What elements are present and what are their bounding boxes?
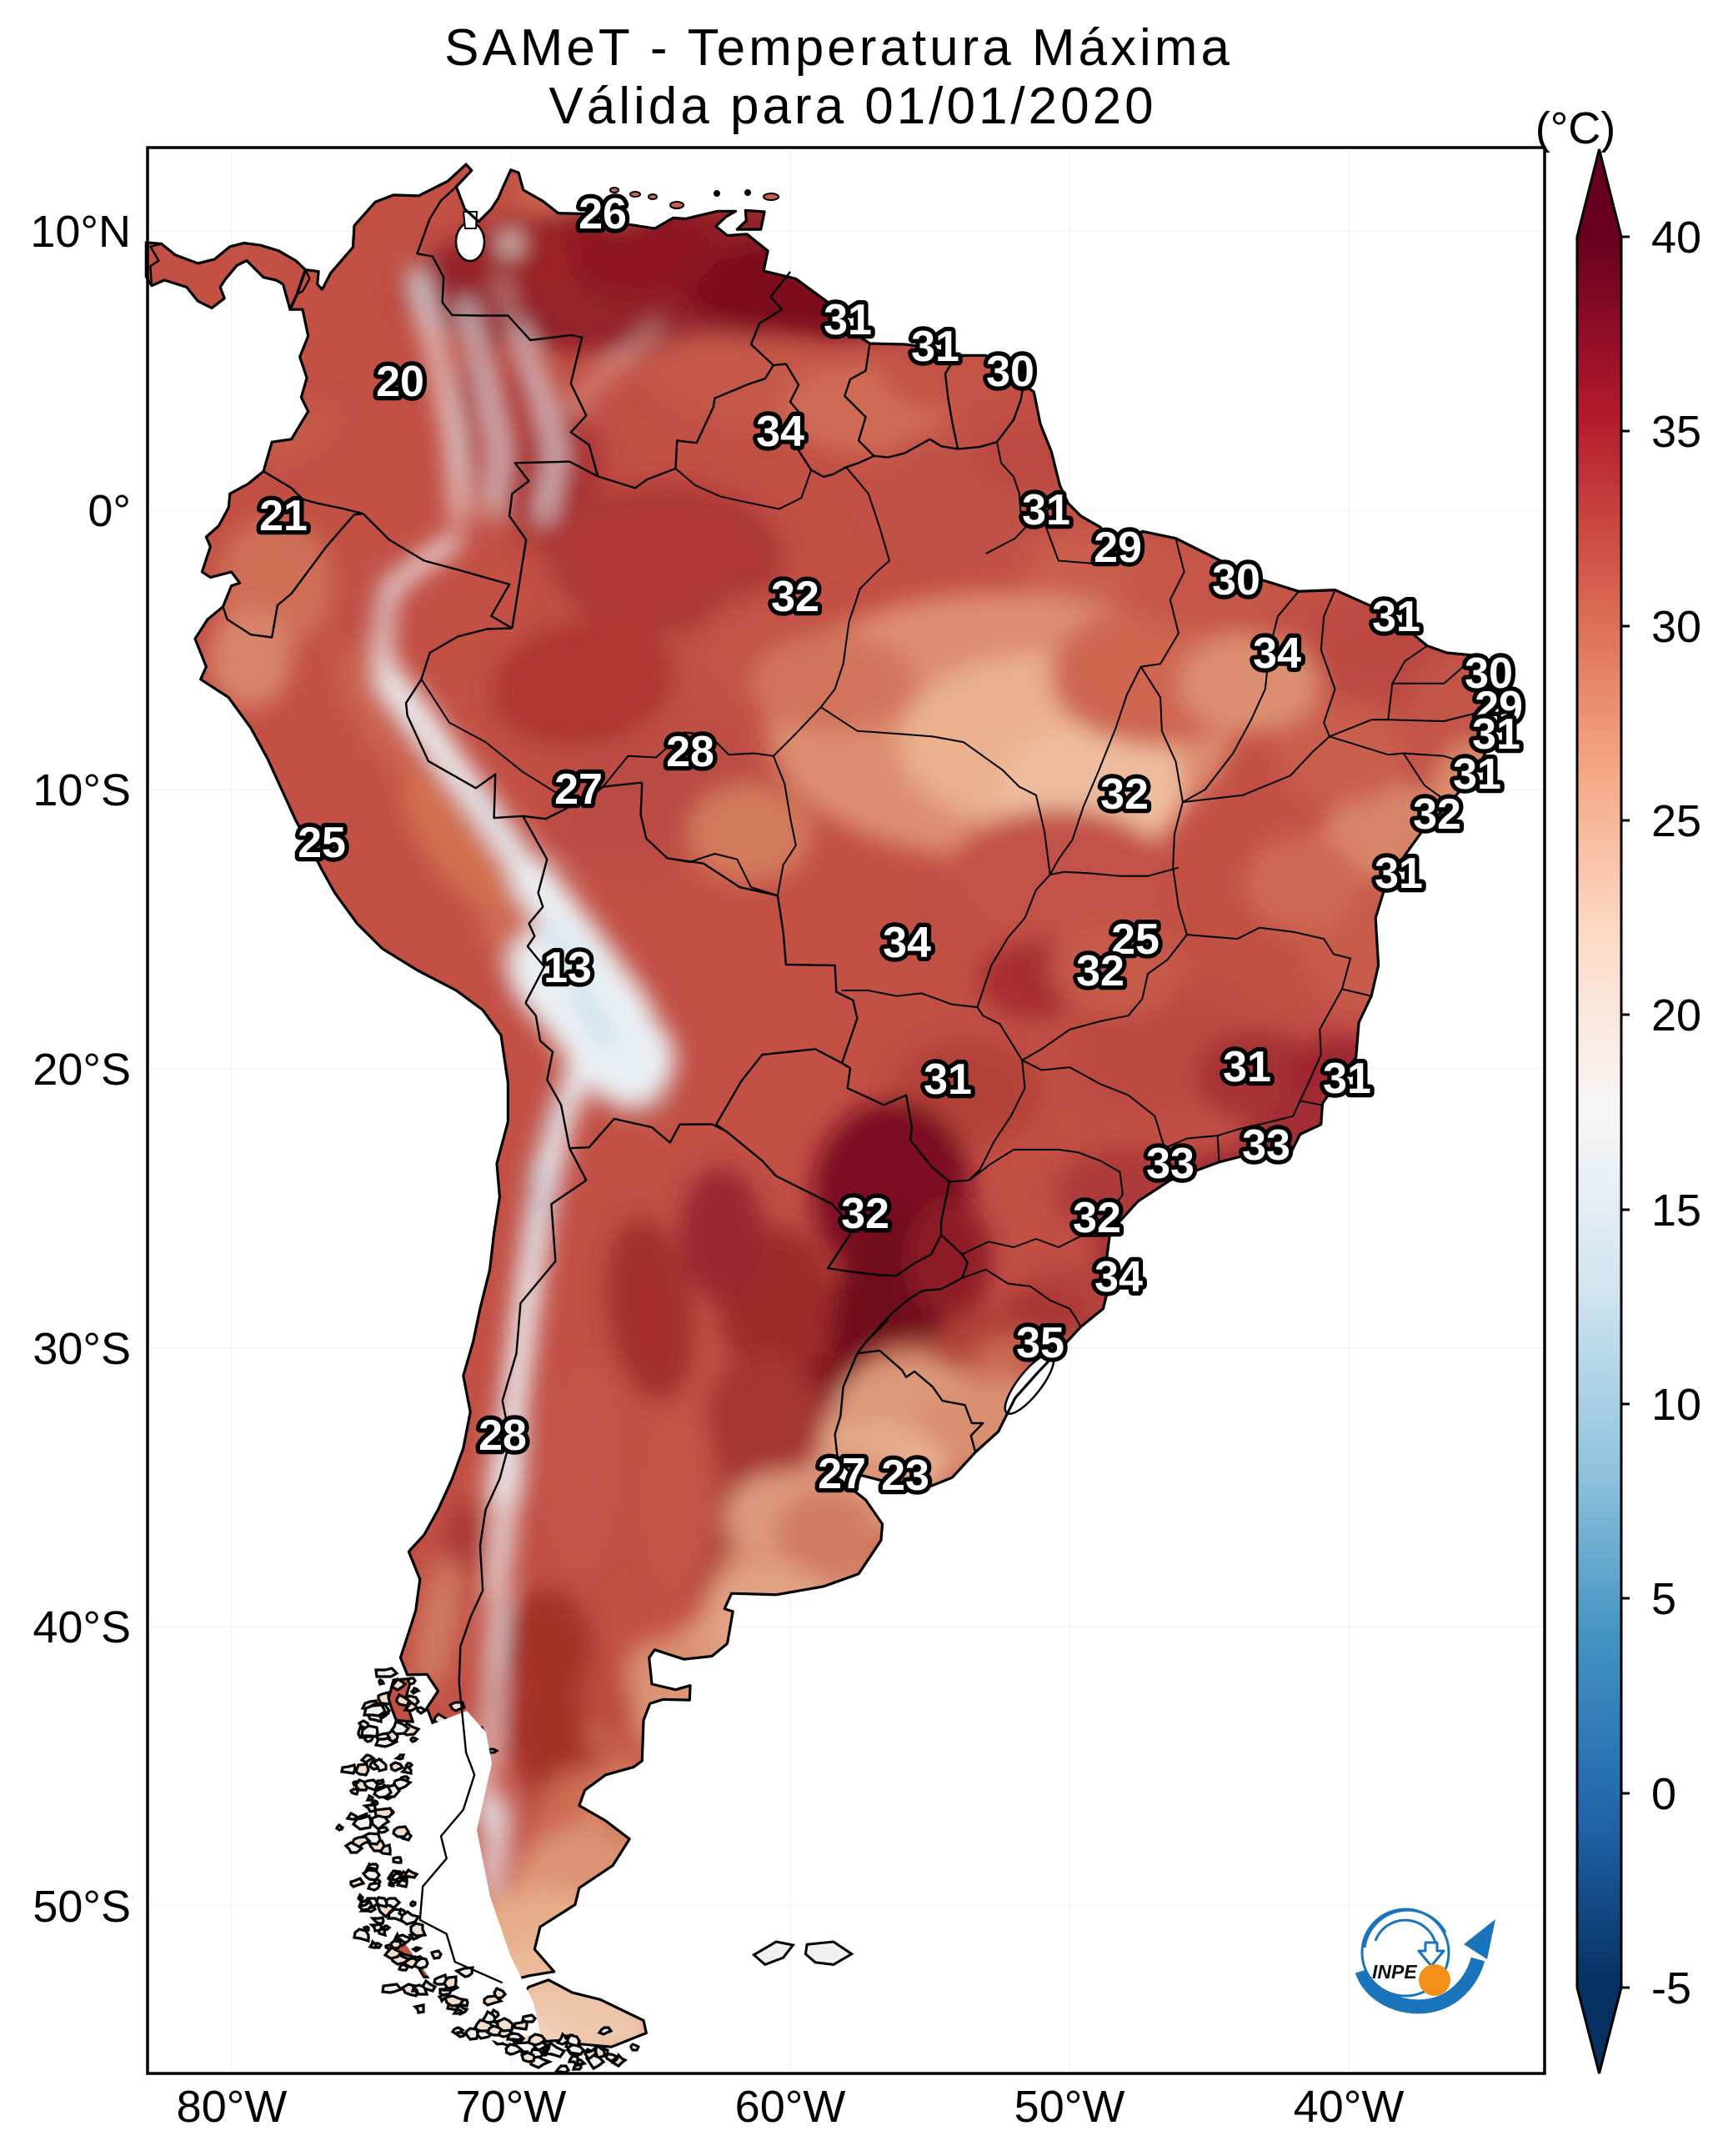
svg-text:30: 30 [1465,649,1513,698]
svg-text:32: 32 [1413,790,1461,839]
svg-text:30: 30 [1212,556,1260,604]
svg-text:27: 27 [554,765,603,814]
svg-text:31: 31 [911,323,959,371]
svg-text:34: 34 [1094,1253,1143,1301]
svg-text:60°W: 60°W [735,2082,846,2132]
svg-text:33: 33 [1146,1140,1195,1188]
svg-text:30: 30 [986,348,1034,396]
svg-text:31: 31 [824,296,872,344]
svg-text:32: 32 [1076,947,1124,995]
svg-text:25: 25 [1111,915,1160,964]
svg-text:26: 26 [579,190,627,238]
svg-text:0°: 0° [88,486,131,536]
svg-text:28: 28 [478,1411,527,1460]
svg-text:10°S: 10°S [33,765,131,815]
svg-text:40°W: 40°W [1294,2082,1405,2132]
svg-text:31: 31 [924,1055,972,1104]
svg-text:31: 31 [1453,750,1501,799]
svg-text:50°W: 50°W [1014,2082,1125,2132]
svg-text:25: 25 [1651,796,1701,846]
svg-text:40°S: 40°S [33,1602,131,1652]
svg-text:23: 23 [881,1452,929,1500]
svg-text:-5: -5 [1651,1963,1691,2013]
svg-text:10°N: 10°N [30,207,131,257]
svg-text:31: 31 [1223,1043,1271,1091]
svg-text:50°S: 50°S [33,1882,131,1932]
svg-text:40: 40 [1651,213,1701,263]
svg-text:32: 32 [841,1190,889,1238]
svg-text:29: 29 [1475,683,1523,731]
svg-text:33: 33 [1242,1121,1290,1170]
svg-text:29: 29 [1094,524,1142,572]
svg-text:35: 35 [1016,1319,1064,1367]
svg-text:25: 25 [298,819,346,867]
svg-text:27: 27 [818,1450,866,1498]
svg-text:34: 34 [756,408,804,456]
svg-text:(°C): (°C) [1535,103,1616,153]
svg-text:SAMeT - Temperatura Máxima: SAMeT - Temperatura Máxima [444,19,1233,77]
svg-text:20: 20 [1651,990,1701,1040]
svg-text:31: 31 [1472,710,1520,759]
svg-text:INPE: INPE [1372,1961,1417,1983]
svg-text:20°S: 20°S [33,1045,131,1095]
svg-text:34: 34 [883,919,931,967]
svg-text:32: 32 [1100,770,1149,819]
svg-text:32: 32 [771,573,819,621]
svg-text:20: 20 [376,358,424,406]
svg-text:35: 35 [1651,407,1701,457]
svg-text:28: 28 [666,728,714,776]
svg-text:Válida para 01/01/2020: Válida para 01/01/2020 [548,78,1156,135]
svg-text:0: 0 [1651,1769,1676,1819]
svg-text:30°S: 30°S [33,1324,131,1374]
svg-text:31: 31 [1022,486,1070,534]
svg-text:32: 32 [1073,1194,1121,1242]
svg-text:15: 15 [1651,1186,1701,1236]
svg-text:5: 5 [1651,1574,1676,1624]
svg-text:30: 30 [1651,602,1701,652]
svg-text:31: 31 [1375,850,1423,898]
svg-text:10: 10 [1651,1380,1701,1430]
svg-text:70°W: 70°W [456,2082,567,2132]
svg-text:34: 34 [1253,629,1301,678]
svg-text:80°W: 80°W [177,2082,288,2132]
svg-text:31: 31 [1323,1055,1371,1103]
svg-text:13: 13 [543,944,592,992]
svg-text:21: 21 [259,492,308,540]
svg-text:31: 31 [1372,593,1420,641]
